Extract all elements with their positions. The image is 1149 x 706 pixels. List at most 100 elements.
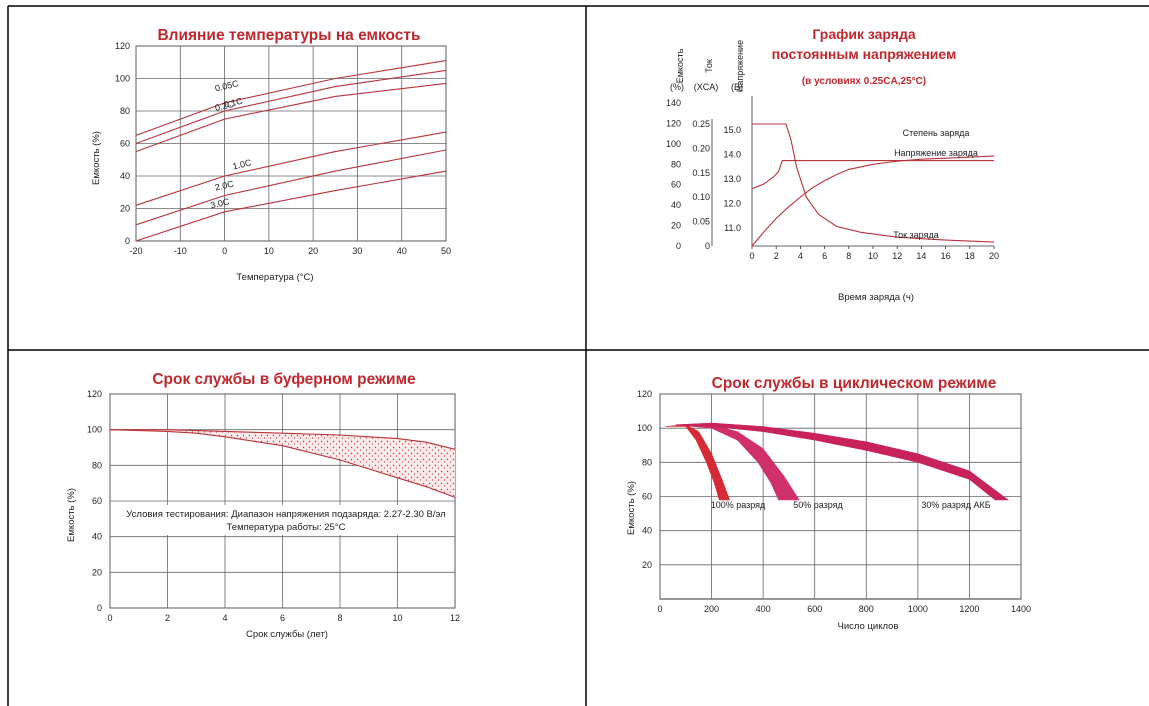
- chart-title: График заряда: [812, 26, 915, 42]
- y-tick-label: 40: [92, 532, 102, 542]
- y-tick-label: 15.0: [723, 125, 741, 135]
- series-line: [135, 60, 447, 136]
- y-tick-label: 14.0: [723, 150, 741, 160]
- x-tick-label: 600: [807, 604, 822, 614]
- x-axis-label: Время заряда (ч): [838, 292, 914, 303]
- y-tick-label: 20: [92, 567, 102, 577]
- series-line: [751, 155, 995, 247]
- series-label: 1.0C: [232, 157, 253, 171]
- y-tick-label: 0.15: [692, 168, 710, 178]
- y-tick-label: 40: [671, 200, 681, 210]
- x-tick-label: 30: [352, 246, 362, 256]
- y-tick-label: 0.10: [692, 192, 710, 202]
- x-tick-label: 400: [756, 604, 771, 614]
- y-tick-label: 20: [671, 221, 681, 231]
- chart-title-line2: постоянным напряжением: [772, 46, 957, 62]
- y-tick-label: 100: [637, 423, 652, 433]
- chart-title: Срок службы в буферном режиме: [152, 371, 416, 388]
- band-lower-line: [109, 429, 456, 498]
- y-tick-label: 80: [671, 159, 681, 169]
- x-axis-label: Температура (°C): [236, 272, 313, 283]
- test-conditions-note: Условия тестирования: Диапазон напряжени…: [126, 509, 445, 520]
- x-tick-label: -20: [129, 246, 142, 256]
- series-label: Ток заряда: [893, 230, 938, 240]
- y-tick-label: 20: [642, 560, 652, 570]
- axis-unit: (%): [670, 82, 684, 92]
- x-tick-label: 2: [774, 251, 779, 261]
- chart-temperature-capacity: Влияние температуры на емкость -20 -10 0 10…: [91, 27, 451, 283]
- series-line: [135, 170, 447, 242]
- y-axis-label: Емкость (%): [91, 131, 102, 185]
- y-tick-label: 13.0: [723, 174, 741, 184]
- cycle-band: [675, 424, 800, 501]
- axis-unit: (XCA): [694, 82, 719, 92]
- note-background: [113, 505, 453, 535]
- y-tick-label: 120: [637, 389, 652, 399]
- y-tick-label: 80: [120, 106, 130, 116]
- series-line: [752, 123, 995, 243]
- y-tick-label: 100: [115, 74, 130, 84]
- y-tick-label: 11.0: [724, 223, 741, 233]
- x-tick-label: 1000: [908, 604, 928, 614]
- series-label: 3.0C: [209, 196, 230, 210]
- x-tick-label: 2: [165, 613, 170, 623]
- y-tick-label: 0: [705, 241, 710, 251]
- axis-title: Емкость: [675, 48, 685, 83]
- cycle-band: [665, 424, 731, 501]
- y-tick-label: 140: [666, 98, 681, 108]
- x-tick-label: 10: [392, 613, 402, 623]
- y-tick-label: 40: [642, 526, 652, 536]
- band-label: 30% разряд АКБ: [921, 500, 990, 510]
- series-line: [135, 82, 447, 153]
- y-tick-label: 12.0: [723, 199, 741, 209]
- series-label: 0.1C: [223, 96, 244, 110]
- y-tick-label: 20: [120, 204, 130, 214]
- x-tick-label: 10: [264, 246, 274, 256]
- x-tick-label: 20: [308, 246, 318, 256]
- x-tick-label: 0: [107, 613, 112, 623]
- y-tick-label: 60: [671, 180, 681, 190]
- x-tick-label: 0: [222, 246, 227, 256]
- y-tick-label: 0.05: [692, 217, 710, 227]
- y-tick-label: 40: [120, 171, 130, 181]
- band-upper-line: [110, 429, 456, 450]
- x-tick-label: 200: [704, 604, 719, 614]
- x-tick-label: 6: [822, 251, 827, 261]
- x-tick-label: 800: [859, 604, 874, 614]
- x-tick-label: 6: [280, 613, 285, 623]
- x-tick-label: 8: [337, 613, 342, 623]
- temperature-note: Температура работы: 25°C: [227, 522, 346, 533]
- y-tick-label: 0: [97, 603, 102, 613]
- y-tick-label: 60: [642, 492, 652, 502]
- x-tick-label: 1200: [959, 604, 979, 614]
- y-axis-label: Емкость (%): [66, 488, 77, 542]
- x-tick-label: 1400: [1011, 604, 1031, 614]
- x-axis-label: Число циклов: [838, 621, 899, 632]
- y-axis-label: Емкость (%): [626, 481, 637, 535]
- y-tick-label: 60: [92, 496, 102, 506]
- x-tick-label: 4: [222, 613, 227, 623]
- x-tick-label: 40: [397, 246, 407, 256]
- x-tick-label: 18: [965, 251, 975, 261]
- y-tick-label: 60: [120, 139, 130, 149]
- capacity-band: [110, 429, 455, 498]
- x-axis-label: Срок службы (лет): [246, 629, 328, 640]
- y-tick-label: 0.25: [692, 119, 710, 129]
- x-tick-label: 4: [798, 251, 803, 261]
- x-tick-label: 0: [657, 604, 662, 614]
- series-label: 2.0C: [214, 178, 235, 192]
- y-tick-label: 0: [125, 236, 130, 246]
- axis-title: Напряжение: [735, 40, 745, 92]
- y-tick-label: 0: [676, 241, 681, 251]
- series-line: [135, 131, 447, 206]
- y-tick-label: 0.20: [692, 143, 710, 153]
- series-line: [135, 149, 447, 226]
- x-tick-label: 12: [892, 251, 902, 261]
- x-tick-label: 10: [868, 251, 878, 261]
- x-tick-label: 50: [441, 246, 451, 256]
- cycle-band: [675, 422, 1010, 501]
- x-tick-label: 0: [749, 251, 754, 261]
- axis-title: Ток: [704, 59, 714, 73]
- y-tick-label: 100: [87, 425, 102, 435]
